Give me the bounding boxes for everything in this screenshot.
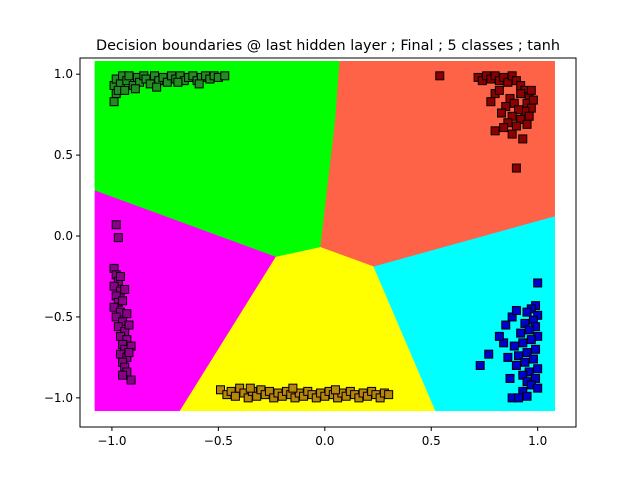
data-point-class-1 (496, 108, 506, 118)
plot-frame (79, 57, 577, 428)
data-point-class-1 (514, 105, 524, 115)
x-tick-label: −0.5 (204, 434, 233, 448)
data-point-class-4 (522, 391, 532, 401)
data-point-class-4 (528, 354, 538, 364)
data-point-class-1 (511, 121, 521, 131)
x-tick-label: −1.0 (97, 434, 126, 448)
data-point-class-3 (288, 383, 298, 393)
data-point-class-2 (118, 370, 128, 380)
data-point-class-2 (124, 320, 134, 330)
data-point-class-4 (524, 325, 534, 335)
y-tick-label: 0.5 (54, 148, 73, 162)
data-point-class-2 (111, 312, 121, 322)
data-point-class-4 (520, 357, 530, 367)
x-axis: −1.0 −0.5 0.0 0.5 1.0 (97, 427, 547, 448)
data-point-class-1 (528, 95, 538, 105)
chart-title: Decision boundaries @ last hidden layer … (96, 38, 560, 54)
data-point-class-4 (475, 361, 485, 370)
data-point-class-1 (518, 134, 528, 144)
data-point-class-4 (514, 393, 524, 403)
data-point-class-1 (435, 71, 445, 81)
data-point-class-3 (384, 390, 394, 400)
data-point-class-2 (120, 284, 130, 294)
data-point-class-4 (533, 278, 543, 288)
data-point-class-1 (499, 123, 509, 133)
data-point-class-4 (494, 331, 504, 341)
data-point-class-3 (330, 385, 340, 395)
data-point-class-0 (130, 84, 140, 94)
decision-regions (94, 60, 555, 412)
data-point-class-4 (505, 373, 515, 383)
data-point-class-1 (516, 89, 526, 99)
data-point-class-0 (220, 71, 230, 81)
data-point-class-4 (511, 305, 521, 315)
x-tick-label: 1.0 (528, 434, 547, 448)
data-point-class-0 (173, 77, 183, 87)
y-axis: −1.0 −0.5 0.0 0.5 1.0 (44, 67, 80, 405)
data-point-class-4 (511, 361, 521, 370)
data-point-class-2 (109, 302, 119, 312)
data-point-class-1 (526, 85, 536, 95)
data-point-class-2 (111, 220, 121, 230)
data-point-class-4 (533, 383, 543, 393)
data-point-class-2 (109, 281, 119, 291)
data-point-class-4 (509, 341, 519, 351)
data-point-class-4 (503, 352, 513, 362)
data-point-class-2 (113, 322, 123, 332)
x-tick-label: 0.0 (315, 434, 334, 448)
data-point-class-4 (516, 328, 526, 338)
data-point-class-1 (524, 111, 534, 121)
data-point-class-0 (120, 85, 130, 95)
data-point-class-1 (486, 97, 496, 107)
x-tick-label: 0.5 (422, 434, 441, 448)
data-point-class-3 (230, 391, 240, 401)
data-point-class-4 (514, 351, 524, 361)
y-tick-label: 1.0 (54, 67, 73, 81)
data-point-class-2 (122, 309, 132, 319)
y-tick-label: −1.0 (44, 391, 73, 405)
y-tick-label: 0.0 (54, 229, 73, 243)
data-point-class-0 (124, 71, 134, 81)
data-point-class-4 (501, 320, 511, 330)
data-point-class-2 (113, 233, 123, 243)
data-point-class-4 (484, 349, 494, 359)
data-point-class-0 (152, 82, 162, 92)
data-point-class-1 (522, 119, 532, 129)
data-point-class-0 (109, 97, 119, 107)
data-point-class-1 (507, 129, 517, 139)
data-point-class-4 (522, 348, 532, 358)
data-point-class-1 (511, 163, 521, 173)
data-point-class-0 (194, 79, 204, 89)
y-tick-label: −0.5 (44, 310, 73, 324)
data-point-class-3 (215, 385, 225, 395)
data-points (109, 71, 543, 403)
data-point-class-2 (118, 296, 128, 306)
data-point-class-2 (115, 271, 125, 281)
data-point-class-3 (245, 383, 255, 393)
data-point-class-1 (490, 126, 500, 136)
data-point-class-4 (531, 344, 541, 354)
data-point-class-4 (522, 307, 532, 317)
data-point-class-2 (126, 375, 136, 385)
data-point-class-2 (124, 348, 134, 358)
decision-region-4 (373, 216, 555, 412)
data-point-class-4 (526, 335, 536, 345)
data-point-class-4 (533, 364, 543, 374)
data-point-class-4 (518, 338, 528, 348)
data-point-class-1 (494, 85, 504, 95)
